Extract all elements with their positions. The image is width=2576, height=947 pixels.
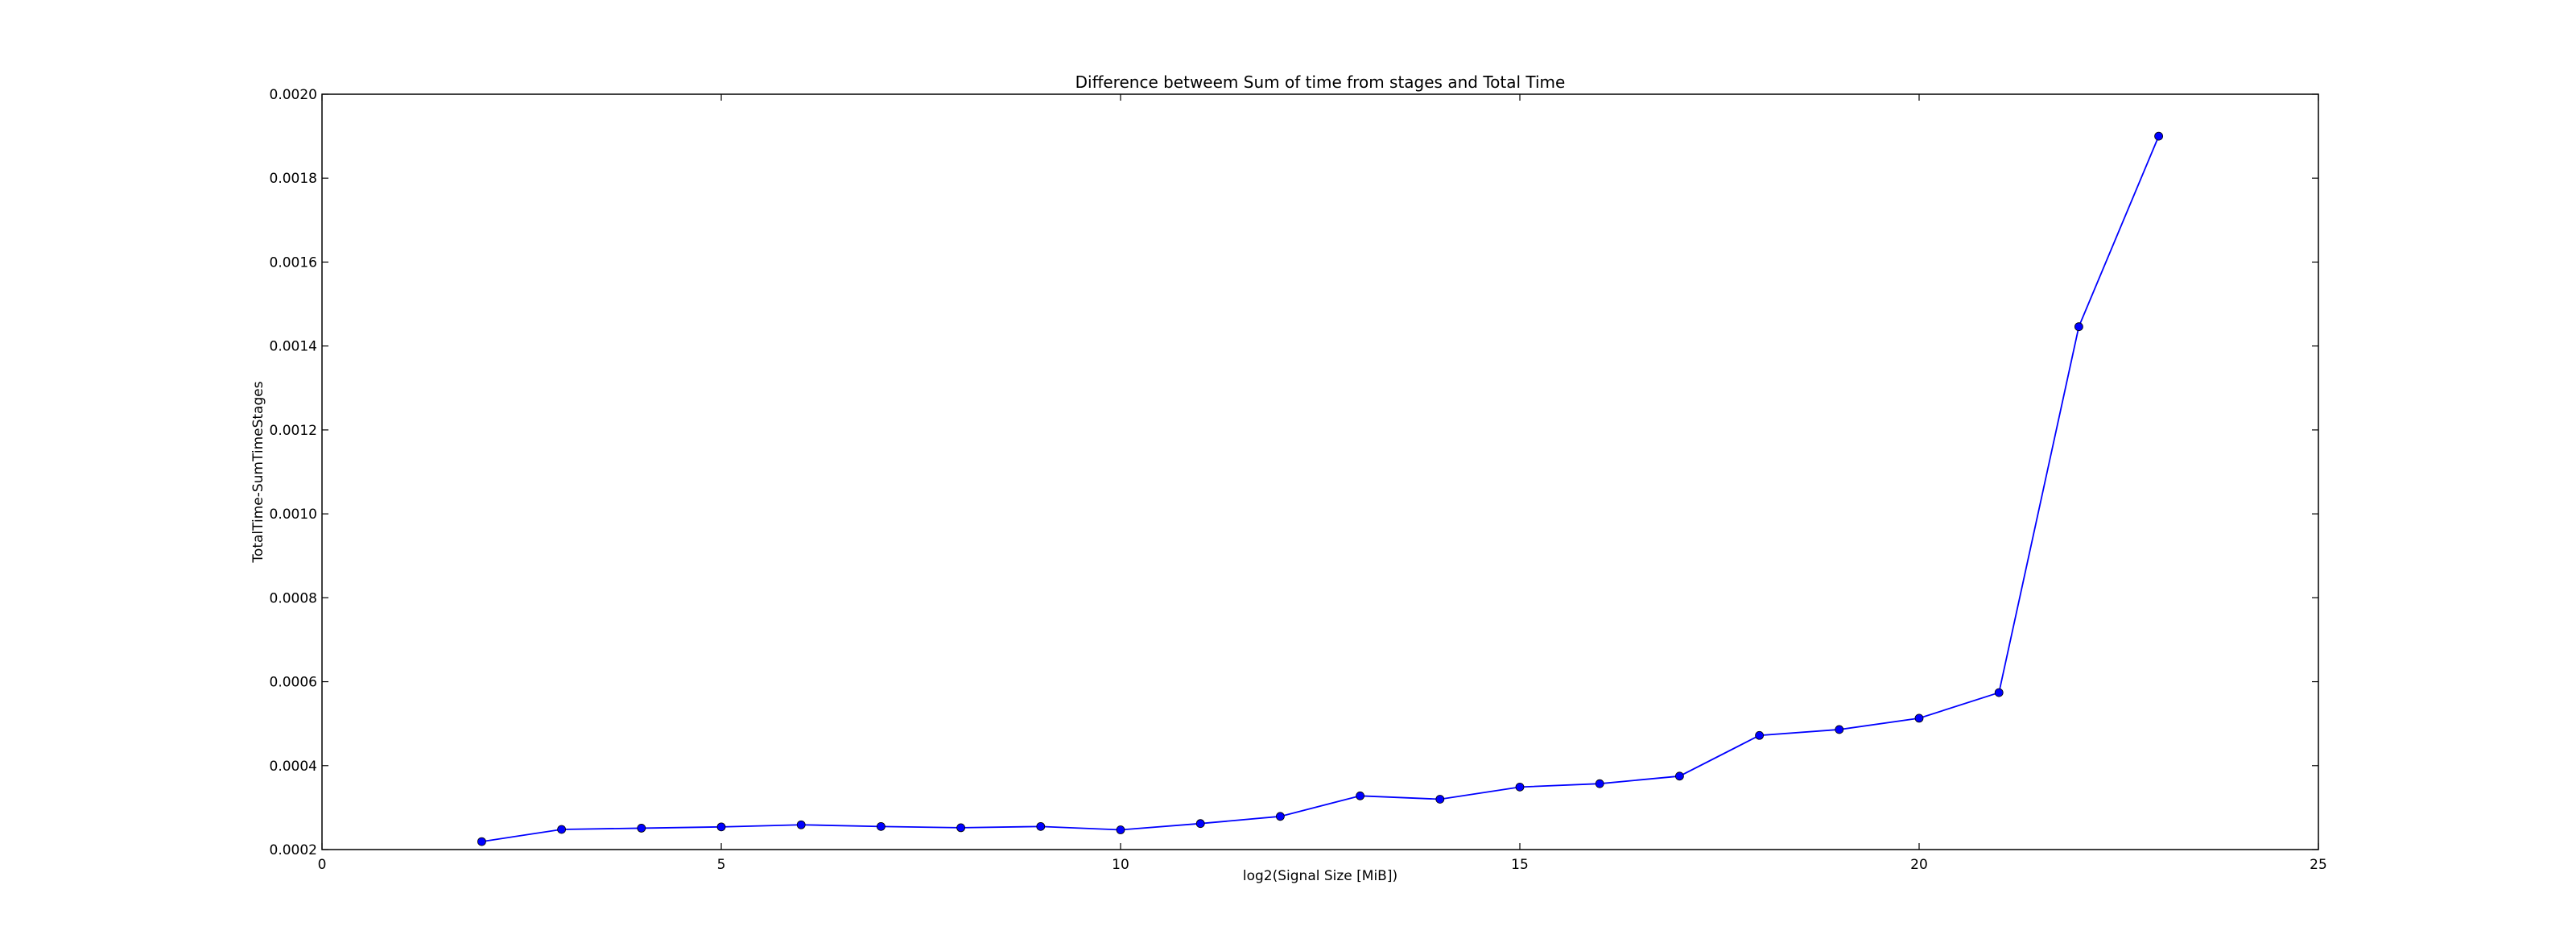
y-tick-label: 0.0012	[270, 423, 317, 439]
data-point	[1914, 713, 1924, 723]
data-point	[1674, 771, 1684, 781]
data-point	[2074, 322, 2083, 332]
plot-frame	[321, 93, 2319, 850]
y-tick-label: 0.0002	[270, 842, 317, 858]
y-tick-label: 0.0010	[270, 507, 317, 523]
y-tick-label: 0.0020	[270, 87, 317, 103]
data-point	[956, 823, 965, 833]
data-point	[1435, 795, 1445, 804]
y-axis-label: TotalTime-SumTimeStages	[250, 381, 266, 563]
data-point	[1994, 688, 2004, 697]
x-tick-label: 20	[1910, 857, 1928, 873]
x-tick-label: 10	[1112, 857, 1129, 873]
data-point	[2154, 131, 2164, 141]
data-point	[477, 837, 486, 846]
data-point	[637, 824, 646, 833]
series-layer	[477, 131, 2164, 846]
y-tick-label: 0.0018	[270, 171, 317, 187]
y-tick-label: 0.0004	[270, 759, 317, 775]
x-tick-label: 15	[1511, 857, 1529, 873]
y-tick-label: 0.0008	[270, 590, 317, 606]
data-point	[1276, 812, 1285, 821]
y-tick-label: 0.0006	[270, 675, 317, 691]
data-point	[1595, 779, 1604, 788]
data-point	[1515, 782, 1525, 792]
data-point	[1036, 821, 1046, 831]
ticks: 0 5 10 15 20 25 0.0002 0.0004 0.0006 0.0008 0.0010…	[270, 87, 2327, 873]
x-tick-label: 0	[318, 857, 327, 873]
chart-title: Difference betweem Sum of time from stag…	[1075, 72, 1566, 92]
series-line	[481, 135, 2160, 842]
data-point	[1116, 825, 1125, 834]
data-point	[1356, 791, 1364, 800]
x-axis-label: log2(Signal Size [MiB])	[1243, 868, 1397, 884]
data-point	[796, 820, 806, 829]
y-tick-label: 0.0016	[270, 254, 317, 271]
data-point	[1195, 819, 1205, 829]
data-point	[1755, 730, 1765, 740]
data-point	[1835, 725, 1844, 734]
x-tick-label: 25	[2310, 857, 2327, 873]
x-tick-label: 5	[717, 857, 726, 873]
data-point	[557, 825, 566, 834]
data-point	[877, 821, 886, 831]
plot-area	[322, 94, 2318, 850]
y-tick-label: 0.0014	[270, 339, 317, 355]
data-point	[716, 822, 726, 832]
